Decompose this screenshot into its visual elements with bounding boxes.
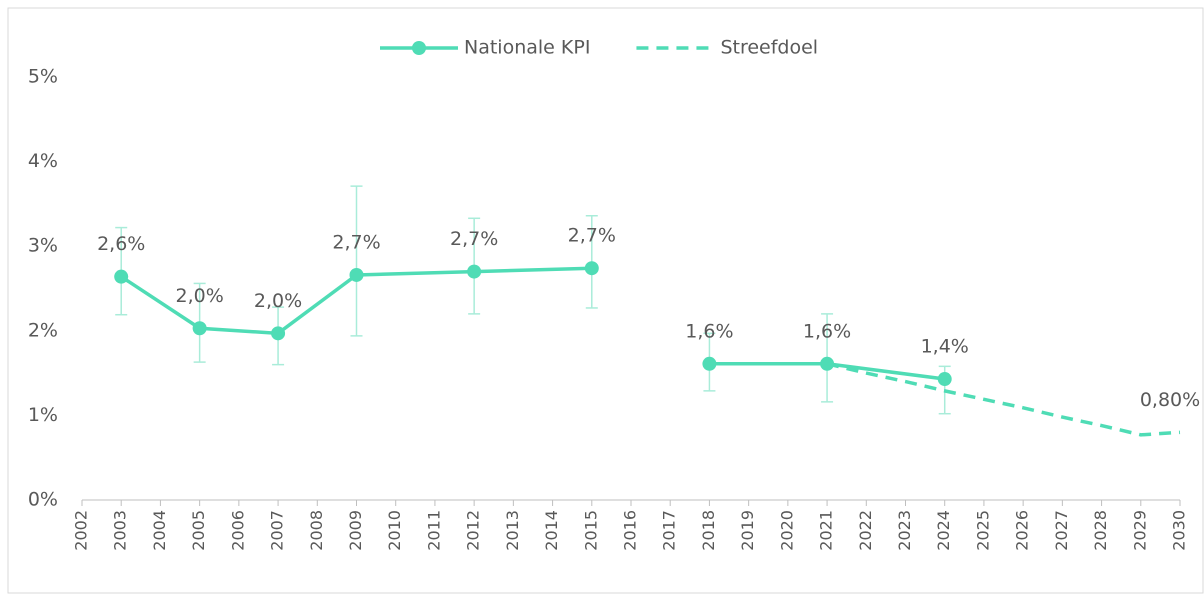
x-tick-label: 2025 xyxy=(973,510,992,551)
legend-label: Streefdoel xyxy=(720,37,818,59)
x-tick-label: 2018 xyxy=(699,510,718,551)
legend-label: Nationale KPI xyxy=(464,37,590,59)
data-label: 1,4% xyxy=(921,336,969,358)
x-tick-label: 2027 xyxy=(1052,510,1071,551)
point xyxy=(467,264,482,279)
data-label: 2,0% xyxy=(176,285,224,307)
x-tick-label: 2014 xyxy=(542,510,561,551)
data-label: 2,6% xyxy=(97,233,145,255)
chart-frame xyxy=(7,7,1204,594)
x-tick-label: 2020 xyxy=(777,510,796,551)
x-tick-label: 2026 xyxy=(1013,510,1032,551)
x-tick-label: 2009 xyxy=(346,510,365,551)
x-tick-label: 2030 xyxy=(1170,510,1189,551)
x-tick-label: 2004 xyxy=(150,510,169,551)
x-tick-label: 2003 xyxy=(111,510,130,551)
data-label: 2,7% xyxy=(568,225,616,247)
legend-marker xyxy=(412,41,426,55)
point xyxy=(349,267,364,282)
x-tick-label: 2008 xyxy=(307,510,326,551)
y-tick-label: 4% xyxy=(28,150,58,172)
y-tick-label: 5% xyxy=(28,66,58,88)
x-tick-label: 2012 xyxy=(464,510,483,551)
y-tick-label: 3% xyxy=(28,235,58,257)
x-tick-label: 2019 xyxy=(738,510,757,551)
data-label: 1,6% xyxy=(803,320,851,342)
x-tick-label: 2022 xyxy=(856,510,875,551)
point xyxy=(271,326,286,341)
point xyxy=(192,321,207,336)
data-label: 2,7% xyxy=(450,228,498,250)
x-tick-label: 2013 xyxy=(503,510,522,551)
x-tick-label: 2011 xyxy=(424,510,443,551)
x-tick-label: 2017 xyxy=(660,510,679,551)
x-tick-label: 2029 xyxy=(1130,510,1149,551)
x-tick-label: 2005 xyxy=(189,510,208,551)
x-tick-label: 2002 xyxy=(72,510,91,551)
x-tick-label: 2023 xyxy=(895,510,914,551)
data-label: 0,80% xyxy=(1140,389,1200,411)
x-tick-label: 2006 xyxy=(228,510,247,551)
x-tick-label: 2015 xyxy=(581,510,600,551)
x-tick-label: 2010 xyxy=(385,510,404,551)
series-line xyxy=(826,362,1181,437)
point xyxy=(584,261,599,276)
point xyxy=(937,372,952,387)
point xyxy=(820,356,835,371)
y-tick-label: 1% xyxy=(28,404,58,426)
data-label: 2,0% xyxy=(254,290,302,312)
x-tick-label: 2024 xyxy=(934,510,953,551)
x-tick-label: 2016 xyxy=(621,510,640,551)
y-tick-label: 0% xyxy=(28,489,58,511)
y-tick-label: 2% xyxy=(28,319,58,341)
x-tick-label: 2028 xyxy=(1091,510,1110,551)
data-label: 1,6% xyxy=(685,320,733,342)
point xyxy=(114,269,129,284)
data-label: 2,7% xyxy=(332,231,380,253)
point xyxy=(702,356,717,371)
x-tick-label: 2007 xyxy=(268,510,287,551)
x-tick-label: 2021 xyxy=(817,510,836,551)
